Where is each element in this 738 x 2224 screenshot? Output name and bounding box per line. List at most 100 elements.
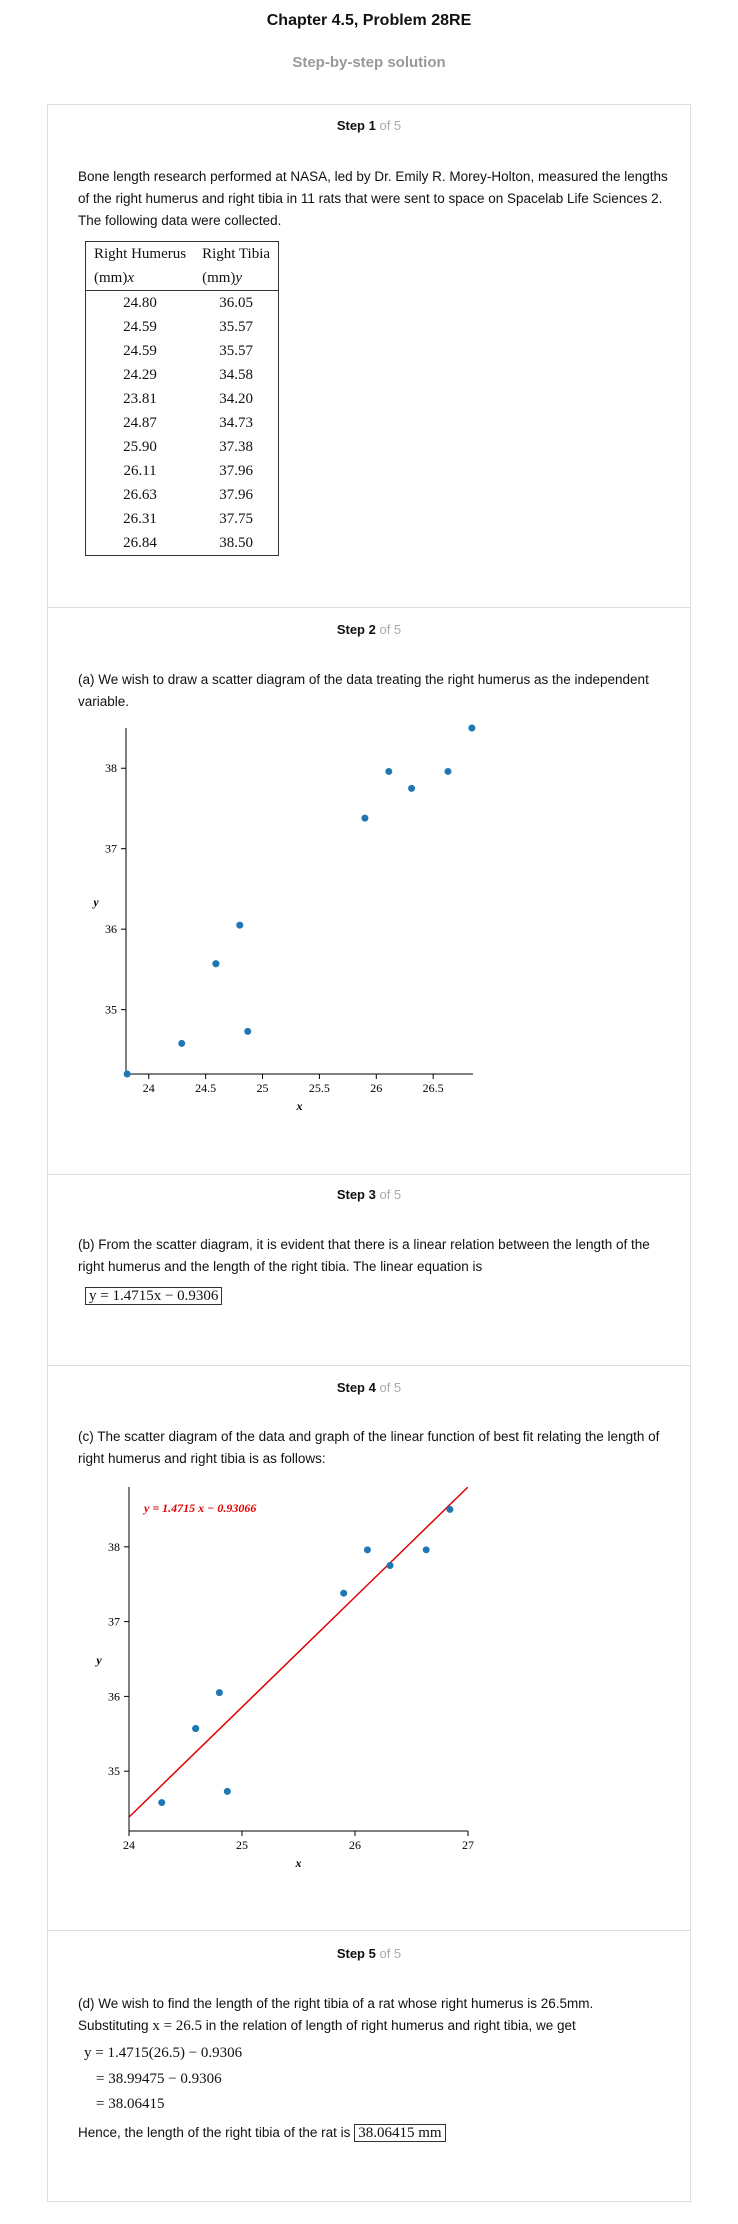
point [408, 784, 416, 792]
y-tick-label: 36 [108, 1689, 120, 1703]
table-cell: 37.96 [219, 486, 253, 503]
table-row: 26.11 37.96 [86, 459, 279, 483]
point [158, 1799, 166, 1807]
table-row: 26.63 37.96 [86, 483, 279, 507]
point [244, 1027, 252, 1035]
point [361, 814, 369, 822]
step-heading: Step 4 of 5 [0, 1380, 738, 1395]
x-axis-label: x [295, 1856, 302, 1870]
answer: 38.06415 mm [354, 2124, 446, 2142]
table-cell: 34.73 [219, 414, 253, 431]
equation-line: y = 1.4715(26.5) − 0.9306 [84, 2045, 243, 2061]
var: y [235, 269, 243, 286]
step-label: Step 5 [336, 1946, 376, 1961]
data-table: Right Humerus Right Tibia (mm)x (mm)y 24.8… [85, 241, 280, 556]
table-row: 25.90 37.38 [86, 435, 279, 459]
x-tick-label: 27 [462, 1838, 474, 1852]
x-tick-label: 26 [349, 1838, 361, 1852]
equation-line: = 38.99475 − 0.9306 [96, 2071, 222, 2087]
point [363, 1546, 371, 1554]
text: Hence, the length of the right tibia of … [78, 2125, 351, 2140]
y-tick-label: 35 [105, 1003, 117, 1017]
unit: (mm) [202, 269, 236, 286]
divider [48, 1365, 690, 1366]
table-row: 24.59 35.57 [86, 339, 279, 363]
equation-line: = 38.06415 [96, 2096, 165, 2112]
point [386, 1562, 394, 1570]
step-count: of 5 [379, 1946, 402, 1961]
unit: (mm) [94, 269, 128, 286]
step-label: Step 3 [336, 1187, 376, 1202]
title: Chapter 4.5, Problem 28RE [266, 12, 472, 29]
step-heading: Step 5 of 5 [0, 1946, 738, 1961]
header: Right Tibia [202, 245, 271, 262]
table-cell: 34.58 [219, 366, 253, 383]
table-cell: 38.50 [219, 534, 253, 551]
step-heading: Step 1 of 5 [0, 118, 738, 133]
step-heading: Step 3 of 5 [0, 1187, 738, 1202]
table-row: 26.84 38.50 [86, 531, 279, 556]
table-cell: 26.84 [123, 534, 157, 551]
point [340, 1589, 348, 1597]
x-tick-label: 25 [236, 1838, 248, 1852]
divider [48, 1174, 690, 1175]
fit-line [129, 1487, 468, 1818]
table-row: 23.81 34.20 [86, 387, 279, 411]
table-cell: 23.81 [123, 390, 157, 407]
equation: y = 1.4715x − 0.9306 [85, 1287, 223, 1305]
x-axis-label: x [296, 1099, 303, 1113]
step-text: (c) The scatter diagram of the data and … [78, 1429, 660, 1466]
step-count: of 5 [379, 622, 402, 637]
table-cell: 36.05 [219, 294, 253, 311]
point [215, 1689, 223, 1697]
var: x [127, 269, 134, 286]
table-cell: 26.11 [123, 462, 157, 479]
step-text: (a) We wish to draw a scatter diagram of… [78, 672, 649, 709]
y-tick-label: 37 [105, 842, 117, 856]
x-tick-label: 26 [370, 1081, 382, 1095]
table-cell: 26.31 [123, 510, 157, 527]
step-label: Step 1 [336, 118, 376, 133]
table-cell: 35.57 [219, 318, 253, 335]
table-cell: 37.38 [219, 438, 253, 455]
table-cell: 34.20 [219, 390, 253, 407]
point [468, 724, 476, 732]
text: Substituting [78, 2018, 149, 2033]
table-cell: 24.80 [123, 294, 157, 311]
scatter-chart: 24 24.5 25 25.5 26 26.5 35 36 37 38 x y [91, 724, 476, 1113]
table-row: 24.29 34.58 [86, 363, 279, 387]
text: in the relation of length of right humer… [205, 2018, 576, 2033]
point [444, 767, 452, 775]
step-label: Step 4 [336, 1380, 376, 1395]
x-tick-label: 26.5 [423, 1081, 444, 1095]
step-text: (b) From the scatter diagram, it is evid… [78, 1237, 650, 1274]
x-tick-label: 24.5 [195, 1081, 216, 1095]
y-axis-label: y [91, 895, 99, 909]
step-text: Hence, the length of the right tibia of … [78, 2122, 668, 2144]
step-label: Step 2 [336, 622, 376, 637]
table-cell: 37.96 [219, 462, 253, 479]
table-row: 24.59 35.57 [86, 315, 279, 339]
point [178, 1039, 186, 1047]
point [212, 960, 220, 968]
y-tick-label: 38 [108, 1540, 120, 1554]
x-tick-label: 25 [257, 1081, 269, 1095]
table-cell: 25.90 [123, 438, 157, 455]
y-axis-label: y [94, 1653, 102, 1667]
point [446, 1505, 454, 1513]
table-body: 24.80 36.05 24.59 35.57 24.59 35.57 24.29 34.58… [86, 291, 279, 556]
y-tick-label: 37 [108, 1615, 120, 1629]
table-row: 26.31 37.75 [86, 507, 279, 531]
x-tick-label: 24 [123, 1838, 135, 1852]
step-text: Substituting x = 26.5 in the relation of… [78, 2015, 668, 2037]
point [422, 1546, 430, 1554]
table-cell: 26.63 [123, 486, 157, 503]
table-head: Right Humerus Right Tibia (mm)x (mm)y [85, 242, 279, 291]
subtitle: Step-by-step solution [292, 54, 446, 71]
table-row: 24.87 34.73 [86, 411, 279, 435]
y-tick-label: 35 [108, 1764, 120, 1778]
table-cell: 24.87 [123, 414, 157, 431]
step-text: (d) We wish to find the length of the ri… [78, 1996, 594, 2011]
table-row: 24.80 36.05 [86, 291, 279, 316]
step-count: of 5 [379, 1187, 402, 1202]
